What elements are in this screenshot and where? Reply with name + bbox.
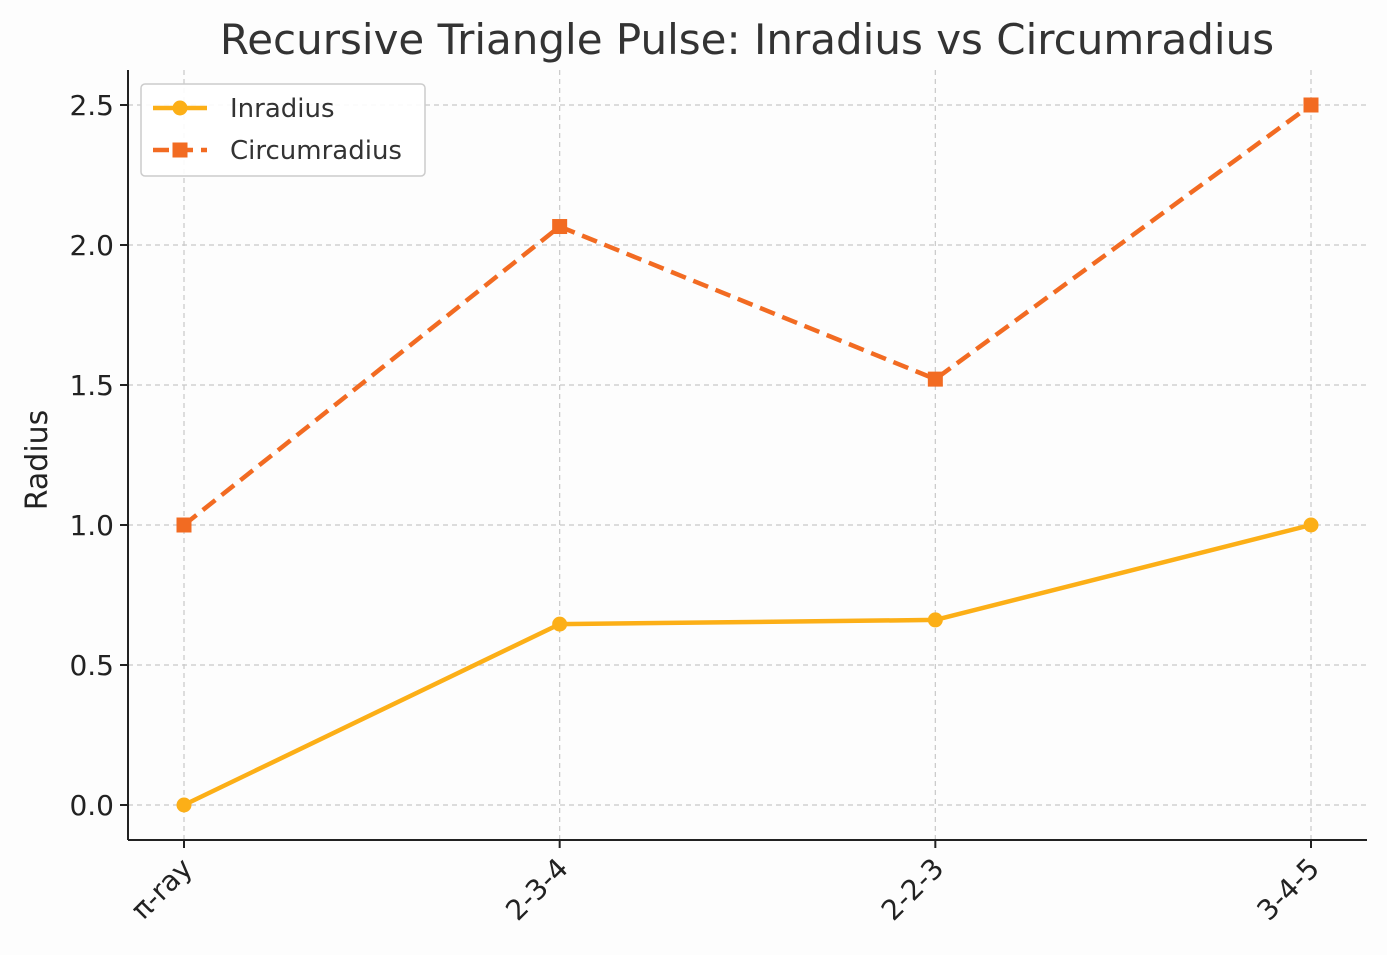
chart-title: Recursive Triangle Pulse: Inradius vs Ci… <box>220 15 1274 64</box>
data-point-circumradius <box>927 371 943 387</box>
legend-box <box>140 83 426 177</box>
data-point-inradius <box>176 797 192 813</box>
legend-marker-circumradius <box>172 142 188 158</box>
y-tick-label: 0.5 <box>69 649 114 682</box>
data-point-inradius <box>1303 517 1319 533</box>
series-lines <box>176 97 1319 813</box>
data-point-circumradius <box>1303 97 1319 113</box>
data-point-circumradius <box>176 517 192 533</box>
legend-label-inradius: Inradius <box>230 94 335 124</box>
series-line-inradius <box>183 522 1312 808</box>
legend-label-circumradius: Circumradius <box>230 136 402 166</box>
y-tick-label: 0.0 <box>69 789 114 822</box>
legend-marker-inradius <box>172 100 188 116</box>
y-tick-label: 2.5 <box>69 89 114 122</box>
data-point-inradius <box>552 616 568 632</box>
y-axis-label: Radius <box>20 410 55 511</box>
grid-lines <box>128 70 1367 840</box>
axes <box>120 70 1367 848</box>
legend: Inradius Circumradius <box>140 83 426 177</box>
data-point-circumradius <box>552 219 568 235</box>
y-tick-label: 1.0 <box>69 509 114 542</box>
y-tick-label: 1.5 <box>69 369 114 402</box>
y-tick-label: 2.0 <box>69 229 114 262</box>
data-point-inradius <box>927 612 943 628</box>
series-line-circumradius <box>182 103 1313 527</box>
